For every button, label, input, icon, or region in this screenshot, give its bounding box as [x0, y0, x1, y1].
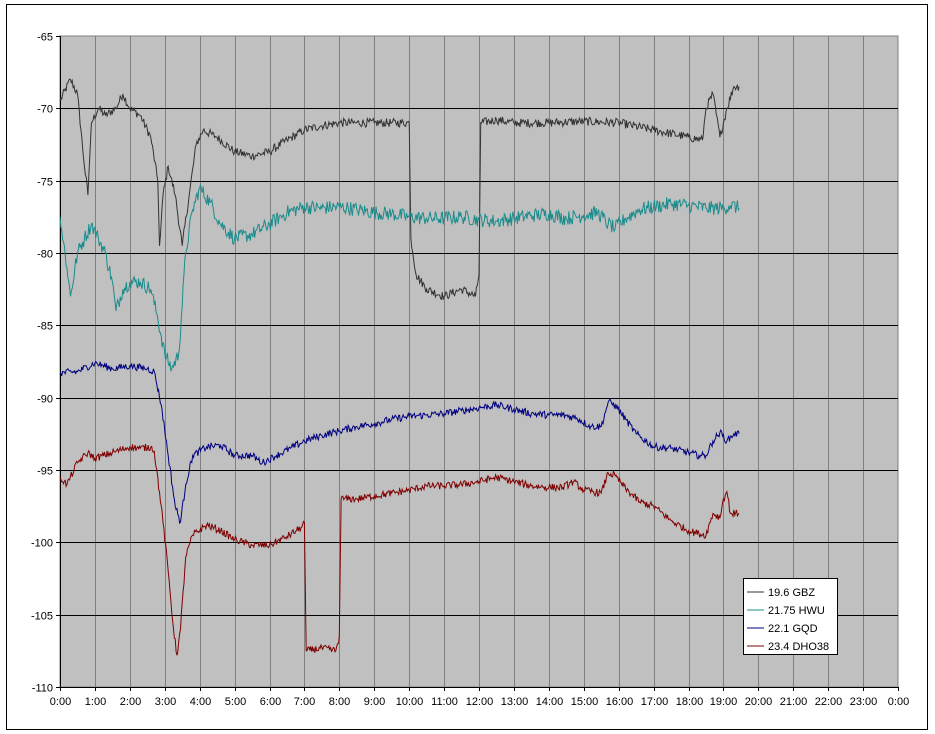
x-tick-label: 20:00 — [745, 696, 773, 708]
x-tick-label: 1:00 — [85, 696, 106, 708]
x-tick-label: 8:00 — [329, 696, 350, 708]
x-tick-label: 12:00 — [466, 696, 494, 708]
series-line-4 — [59, 443, 740, 656]
x-tick-label: 3:00 — [155, 696, 176, 708]
x-tick-label: 4:00 — [190, 696, 211, 708]
legend-box — [743, 578, 838, 655]
x-tick-label: 23:00 — [850, 696, 878, 708]
x-tick-label: 5:00 — [225, 696, 246, 708]
y-tick-label: -105 — [31, 611, 53, 623]
y-tick-label: -110 — [32, 683, 53, 695]
x-tick-label: 11:00 — [431, 696, 458, 708]
x-tick-label: 14:00 — [536, 696, 564, 708]
legend: 19.6 GBZ 21.75 HWU 22.1 GQD 23.4 DHO38 — [743, 578, 838, 655]
legend-label: 19.6 GBZ — [768, 587, 815, 599]
y-tick-label: -100 — [31, 538, 53, 550]
x-tick-label: 15:00 — [571, 696, 599, 708]
series-line-3 — [59, 360, 740, 525]
x-tick-label: 2:00 — [120, 696, 141, 708]
x-tick-label: 18:00 — [676, 696, 704, 708]
y-tick-label: -90 — [37, 394, 53, 406]
series-line-2 — [59, 184, 740, 372]
x-tick-label: 17:00 — [641, 696, 669, 708]
x-tick-label: 7:00 — [294, 696, 315, 708]
y-tick-label: -80 — [37, 249, 53, 261]
x-tick-label: 19:00 — [710, 696, 738, 708]
y-tick-label: -95 — [37, 466, 53, 478]
y-tick-label: -85 — [37, 321, 53, 333]
x-tick-label: 13:00 — [501, 696, 529, 708]
x-tick-label: 6:00 — [260, 696, 281, 708]
series-line-1 — [59, 78, 740, 301]
x-tick-label: 9:00 — [364, 696, 385, 708]
y-tick-label: -65 — [37, 32, 53, 44]
legend-label: 21.75 HWU — [768, 605, 825, 617]
x-tick-label: 22:00 — [815, 696, 843, 708]
y-tick-label: -75 — [37, 177, 53, 189]
x-tick-label: 0:00 — [50, 696, 71, 708]
x-tick-label: 10:00 — [396, 696, 424, 708]
legend-label: 22.1 GQD — [768, 623, 818, 635]
x-tick-label: 16:00 — [606, 696, 634, 708]
y-tick-label: -70 — [37, 104, 53, 116]
x-tick-label: 21:00 — [780, 696, 808, 708]
x-tick-label: 0:00 — [888, 696, 909, 708]
legend-label: 23.4 DHO38 — [768, 641, 829, 653]
